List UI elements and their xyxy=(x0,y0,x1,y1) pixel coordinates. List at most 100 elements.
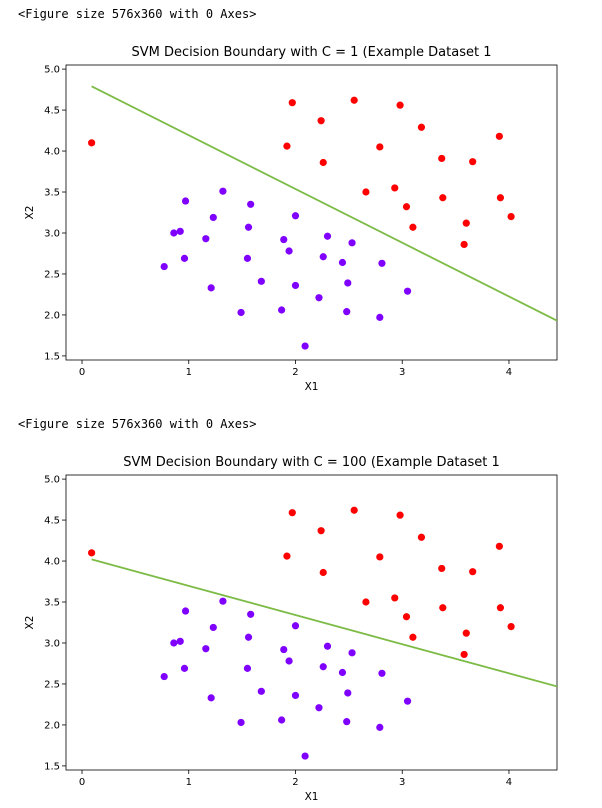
data-point-class-0 xyxy=(202,645,210,653)
data-point-class-0 xyxy=(403,287,412,295)
data-point-class-0 xyxy=(344,689,352,697)
data-point-class-1 xyxy=(350,96,358,104)
data-point-class-0 xyxy=(244,223,253,231)
plot-frame xyxy=(65,64,558,361)
data-point-class-0 xyxy=(160,262,168,271)
data-point-class-1 xyxy=(376,553,384,561)
y-tick-label: 4.0 xyxy=(44,557,60,568)
data-point-class-0 xyxy=(244,633,253,641)
data-point-class-0 xyxy=(180,664,189,672)
data-point-class-0 xyxy=(257,277,265,285)
data-point-class-0 xyxy=(170,229,178,237)
x-tick-label: 0 xyxy=(79,367,85,378)
x-axis-label: X1 xyxy=(305,791,319,803)
data-point-class-0 xyxy=(315,294,323,302)
data-point-class-0 xyxy=(285,657,293,665)
x-tick-label: 2 xyxy=(292,367,298,378)
data-point-class-0 xyxy=(219,187,227,195)
data-point-class-1 xyxy=(439,194,447,202)
data-point-class-0 xyxy=(301,752,309,760)
chart-2: SVM Decision Boundary with C = 100 (Exam… xyxy=(24,455,558,803)
data-point-class-0 xyxy=(319,253,327,261)
y-tick-label: 2.0 xyxy=(44,310,60,321)
data-point-class-0 xyxy=(315,704,323,712)
x-tick-label: 1 xyxy=(186,777,192,788)
x-tick-label: 3 xyxy=(399,777,405,788)
data-point-class-0 xyxy=(170,639,178,647)
x-tick-label: 0 xyxy=(79,777,85,788)
y-axis-label: X2 xyxy=(24,206,36,220)
y-tick-label: 1.5 xyxy=(44,351,60,362)
data-point-class-1 xyxy=(391,594,399,602)
data-point-class-0 xyxy=(176,227,184,235)
data-point-class-0 xyxy=(181,607,190,615)
data-point-class-0 xyxy=(181,197,190,205)
x-tick-label: 4 xyxy=(506,367,512,378)
decision-boundary-line xyxy=(91,558,557,688)
data-point-class-0 xyxy=(209,213,217,222)
data-point-class-1 xyxy=(460,240,468,249)
data-point-class-1 xyxy=(283,142,291,150)
data-point-class-0 xyxy=(376,723,384,731)
chart-title: SVM Decision Boundary with C = 100 (Exam… xyxy=(123,455,500,470)
data-point-class-1 xyxy=(409,223,417,231)
x-axis-label: X1 xyxy=(305,381,319,393)
data-point-class-0 xyxy=(378,669,386,677)
data-point-class-0 xyxy=(219,597,227,605)
data-point-class-0 xyxy=(278,306,286,314)
data-point-class-0 xyxy=(247,200,255,208)
data-point-class-0 xyxy=(291,281,300,290)
y-tick-label: 4.5 xyxy=(44,106,60,117)
data-point-class-0 xyxy=(348,649,356,657)
y-tick-label: 5.0 xyxy=(44,475,60,486)
x-tick-label: 2 xyxy=(292,777,298,788)
data-point-class-1 xyxy=(391,184,399,192)
data-point-class-1 xyxy=(317,117,325,125)
plot-frame xyxy=(65,474,558,771)
data-point-class-0 xyxy=(403,697,412,705)
data-point-class-0 xyxy=(378,259,386,267)
data-point-class-1 xyxy=(462,629,470,637)
y-tick-label: 3.0 xyxy=(44,638,60,649)
y-tick-label: 3.5 xyxy=(44,598,60,609)
data-point-class-1 xyxy=(469,158,477,166)
data-point-class-1 xyxy=(88,549,96,557)
data-point-class-1 xyxy=(402,203,411,211)
data-point-class-0 xyxy=(280,645,288,654)
data-point-class-1 xyxy=(417,533,426,541)
data-point-class-0 xyxy=(160,672,168,681)
data-point-class-0 xyxy=(243,254,252,262)
chart-1: SVM Decision Boundary with C = 1 (Exampl… xyxy=(24,45,558,393)
data-point-class-0 xyxy=(348,239,356,247)
decision-boundary-line xyxy=(91,85,557,322)
y-tick-label: 4.5 xyxy=(44,516,60,527)
y-tick-label: 2.5 xyxy=(44,679,60,690)
data-point-class-1 xyxy=(417,123,426,131)
data-point-class-1 xyxy=(283,552,291,560)
data-point-class-0 xyxy=(280,235,288,244)
data-point-class-1 xyxy=(507,622,515,631)
data-point-class-0 xyxy=(291,622,300,630)
data-point-class-0 xyxy=(338,668,347,677)
data-point-class-0 xyxy=(291,691,300,700)
data-point-class-0 xyxy=(247,610,255,618)
data-point-class-1 xyxy=(409,633,417,641)
data-point-class-1 xyxy=(496,604,505,612)
y-axis-label: X2 xyxy=(24,616,36,630)
data-point-class-0 xyxy=(237,718,245,727)
data-point-class-0 xyxy=(323,642,332,650)
y-tick-label: 3.0 xyxy=(44,228,60,239)
data-point-class-0 xyxy=(237,308,245,317)
data-point-class-1 xyxy=(462,219,470,227)
data-point-class-1 xyxy=(362,188,370,196)
y-tick-label: 1.5 xyxy=(44,761,60,772)
data-point-class-0 xyxy=(291,212,300,220)
data-point-class-1 xyxy=(288,99,296,107)
data-point-class-1 xyxy=(496,194,505,202)
y-tick-label: 4.0 xyxy=(44,147,60,158)
y-tick-label: 2.5 xyxy=(44,269,60,280)
data-point-class-1 xyxy=(495,542,503,550)
data-point-class-1 xyxy=(319,158,327,167)
figure-output-text-2: <Figure size 576x360 with 0 Axes> xyxy=(18,417,257,431)
data-point-class-1 xyxy=(317,527,325,535)
